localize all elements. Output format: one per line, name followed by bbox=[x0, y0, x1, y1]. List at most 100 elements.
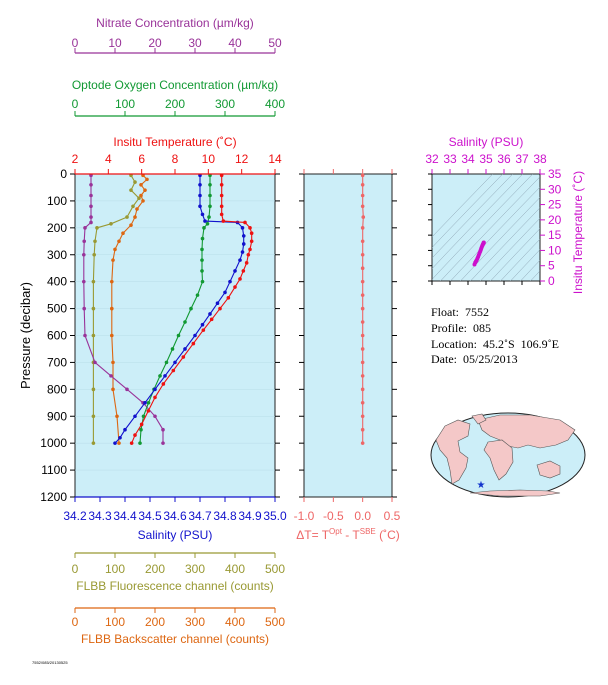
nitrate-point bbox=[82, 252, 86, 257]
temperature-point bbox=[161, 382, 166, 386]
temperature-point bbox=[219, 182, 224, 187]
nitrate-point bbox=[89, 215, 93, 219]
nitrate-series bbox=[82, 173, 165, 445]
salinity-tick-label: 35.0 bbox=[263, 509, 287, 523]
salinity-point bbox=[203, 219, 207, 223]
salinity-point bbox=[233, 269, 237, 273]
ts-x-tick-label: 35 bbox=[479, 152, 493, 166]
info-profile: Profile: 085 bbox=[431, 321, 491, 336]
backscatter-tick-label: 300 bbox=[185, 615, 205, 629]
temperature-point bbox=[191, 341, 196, 346]
temperature-tick-label: 2 bbox=[72, 152, 79, 166]
fluorescence-point bbox=[129, 188, 133, 192]
backscatter-point bbox=[139, 182, 143, 187]
salinity-point bbox=[240, 250, 245, 254]
delta-t-point bbox=[360, 279, 365, 284]
footer-tag: 7552/085/20130525 bbox=[32, 660, 68, 665]
oxygen-point bbox=[202, 226, 206, 230]
temperature-point bbox=[219, 212, 224, 217]
ts-x-tick-label: 38 bbox=[533, 152, 547, 166]
delta-t-point bbox=[360, 441, 365, 445]
oxygen-point bbox=[176, 333, 181, 338]
ts-density-contour bbox=[470, 207, 540, 281]
salinity-point bbox=[215, 301, 220, 306]
pressure-tick-label: 100 bbox=[47, 194, 67, 208]
fluorescence-point bbox=[131, 204, 135, 209]
pressure-tick-label: 600 bbox=[47, 329, 67, 343]
salinity-point bbox=[153, 387, 157, 392]
pressure-tick-label: 200 bbox=[47, 221, 67, 235]
world-map-inset: ★ bbox=[430, 412, 586, 498]
delta-t-axis-label: ΔT= TOpt - TSBE (˚C) bbox=[296, 527, 400, 542]
nitrate-tick-label: 0 bbox=[72, 36, 79, 50]
oxygen-point bbox=[200, 247, 204, 252]
salinity-point bbox=[241, 234, 246, 238]
temperature-point bbox=[248, 226, 252, 230]
fluorescence-point bbox=[92, 252, 96, 257]
delta-t-x-tick-label: -1.0 bbox=[294, 509, 315, 523]
delta-t-point bbox=[360, 387, 365, 392]
ts-density-contour bbox=[432, 174, 524, 270]
temperature-point bbox=[219, 204, 224, 209]
pressure-axis-label: Pressure (decibar) bbox=[18, 282, 33, 389]
fluorescence-point bbox=[133, 180, 137, 184]
salinity-tick-label: 34.5 bbox=[138, 509, 162, 523]
ts-density-contour bbox=[432, 174, 514, 259]
temperature-point bbox=[171, 368, 176, 373]
salinity-tick-label: 34.7 bbox=[188, 509, 212, 523]
delta-t-point bbox=[360, 293, 365, 297]
delta-t-x-tick-label: 0.5 bbox=[384, 509, 401, 523]
salinity-point bbox=[228, 279, 232, 284]
temperature-tick-label: 8 bbox=[172, 152, 179, 166]
delta-t-point bbox=[360, 360, 365, 365]
fluorescence-point bbox=[91, 333, 96, 338]
oxygen-point bbox=[183, 320, 187, 324]
temperature-point bbox=[146, 409, 151, 413]
map-antarctica bbox=[469, 489, 561, 497]
temperature-point bbox=[133, 433, 137, 437]
main-plot-series bbox=[82, 173, 254, 445]
oxygen-point bbox=[207, 215, 211, 219]
delta-t-label-part: ΔT= T bbox=[296, 528, 329, 542]
backscatter-tick-label: 400 bbox=[225, 615, 245, 629]
delta-t-point bbox=[360, 306, 365, 311]
map-greenland bbox=[471, 413, 487, 425]
oxygen-point bbox=[138, 441, 142, 445]
nitrate-point bbox=[83, 333, 87, 338]
temperature-point bbox=[244, 261, 249, 265]
salinity-series bbox=[113, 173, 246, 445]
ts-density-contour bbox=[432, 174, 494, 238]
backscatter-point bbox=[111, 258, 115, 262]
nitrate-point bbox=[89, 220, 93, 225]
delta-t-axes: -1.0 -0.5 0.0 0.5 ΔT= TOpt - TSBE (˚C) bbox=[294, 169, 401, 542]
salinity-point bbox=[200, 322, 205, 327]
fluorescence-tick-label: 200 bbox=[145, 562, 165, 576]
info-date: Date: 05/25/2013 bbox=[431, 352, 518, 367]
nitrate-point bbox=[125, 387, 129, 392]
salinity-point bbox=[208, 312, 212, 316]
oxygen-point bbox=[164, 360, 169, 365]
map-americas bbox=[435, 419, 471, 485]
temperature-point bbox=[241, 269, 246, 273]
ts-y-tick-label: 5 bbox=[548, 259, 555, 273]
nitrate-point bbox=[82, 239, 86, 244]
ts-density-contour bbox=[432, 174, 534, 280]
fluorescence-point bbox=[95, 226, 99, 230]
backscatter-tick-label: 100 bbox=[105, 615, 125, 629]
salinity-point bbox=[198, 204, 202, 209]
delta-t-point bbox=[360, 427, 365, 432]
salinity-point bbox=[143, 400, 147, 405]
temperature-point bbox=[181, 355, 186, 359]
temperature-tick-label: 12 bbox=[235, 152, 249, 166]
nitrate-tick-label: 50 bbox=[268, 36, 282, 50]
main-plot-axes: 0100200300400500600700800900100011001200… bbox=[18, 16, 287, 646]
fluorescence-point bbox=[93, 239, 97, 244]
temperature-tick-label: 4 bbox=[105, 152, 112, 166]
ts-density-contour bbox=[480, 217, 540, 281]
nitrate-point bbox=[82, 279, 86, 284]
ts-y-axis-label: Insitu Temperature (˚C) bbox=[571, 171, 585, 294]
backscatter-point bbox=[115, 414, 119, 419]
backscatter-point bbox=[121, 231, 125, 236]
temperature-tick-label: 14 bbox=[268, 152, 282, 166]
